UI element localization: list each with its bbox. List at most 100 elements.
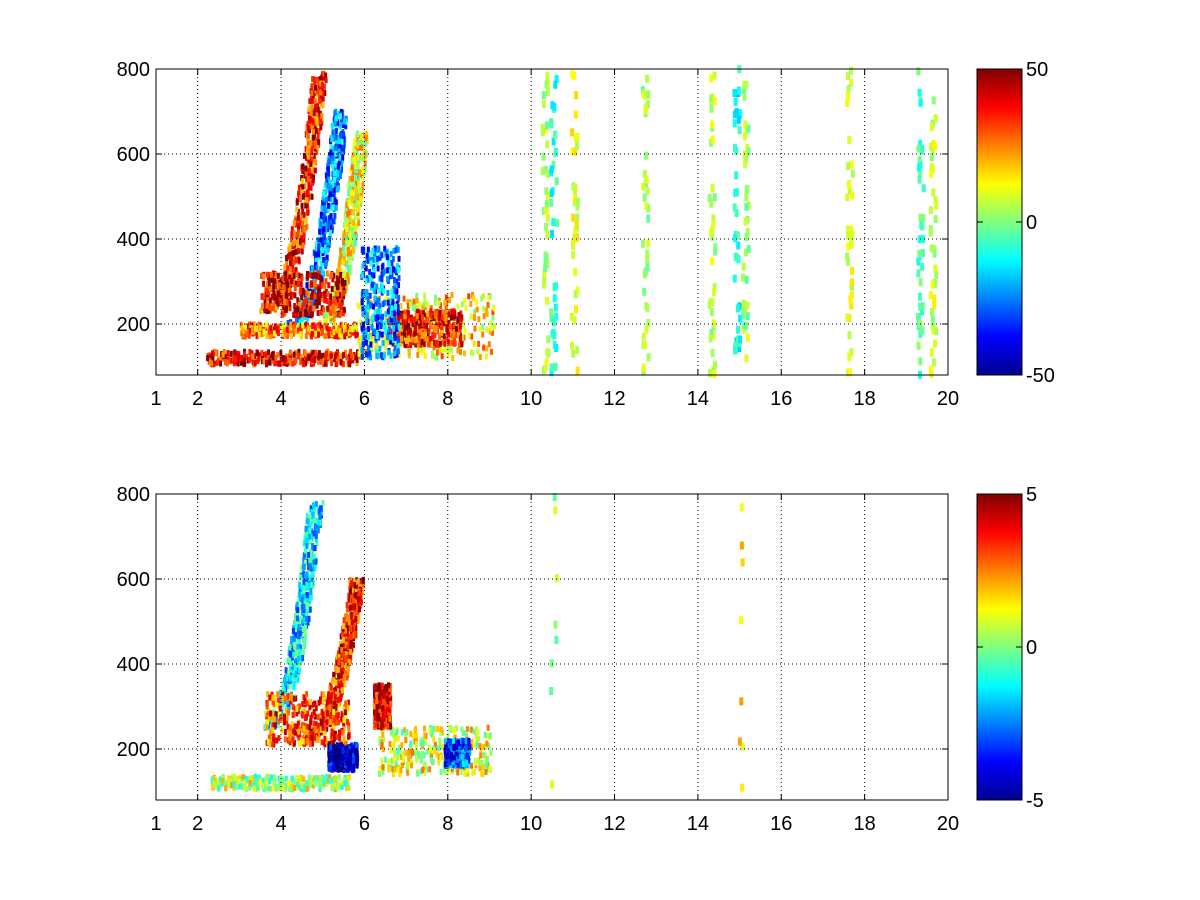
heatmap-cell [346, 244, 350, 251]
heatmap-cell [269, 741, 273, 748]
heatmap-cell [491, 314, 495, 321]
heatmap-cell [323, 707, 327, 714]
heatmap-cell [301, 220, 305, 227]
heatmap-cell [306, 291, 310, 298]
heatmap-cell [743, 306, 747, 315]
heatmap-cell [301, 721, 305, 728]
heatmap-cell [342, 674, 346, 681]
heatmap-cell [370, 277, 374, 284]
heatmap-cell [338, 331, 342, 338]
heatmap-cell [322, 729, 326, 736]
heatmap-cell [345, 229, 349, 236]
heatmap-cell [713, 247, 718, 256]
heatmap-cell [292, 739, 296, 746]
heatmap-cell [348, 361, 352, 368]
heatmap-cell [237, 778, 241, 785]
heatmap-cell [456, 317, 460, 324]
heatmap-cell [301, 626, 305, 633]
heatmap-cell [340, 682, 344, 689]
heatmap-cell [486, 302, 490, 308]
heatmap-cell [318, 253, 322, 260]
heatmap-cell [846, 231, 850, 240]
heatmap-cell [264, 777, 268, 784]
heatmap-cell [377, 330, 381, 337]
heatmap-cell [709, 104, 714, 113]
heatmap-cell [371, 257, 375, 264]
heatmap-cell [437, 300, 441, 307]
heatmap-cell [321, 102, 325, 109]
heatmap-cell [362, 261, 366, 268]
heatmap-cell [308, 98, 312, 105]
heatmap-cell [933, 215, 938, 224]
heatmap-cell [368, 292, 372, 299]
heatmap-cell [928, 365, 933, 374]
heatmap-cell [342, 351, 346, 358]
heatmap-cell [543, 364, 548, 373]
heatmap-cell [415, 297, 419, 304]
heatmap-cell [326, 247, 330, 254]
heatmap-cell [309, 520, 313, 527]
heatmap-cell [293, 292, 297, 299]
heatmap-cell [257, 352, 261, 359]
heatmap-cell [343, 213, 347, 220]
heatmap-cell [423, 292, 427, 299]
heatmap-cell [320, 269, 324, 275]
heatmap-cell [323, 283, 327, 290]
heatmap-cell [223, 780, 227, 787]
heatmap-cell [452, 329, 456, 335]
heatmap-cell [316, 251, 320, 258]
heatmap-cell [345, 333, 348, 339]
heatmap-cell [239, 355, 243, 362]
heatmap-cell [223, 359, 227, 366]
heatmap-cell [290, 236, 293, 243]
heatmap-cell [346, 254, 350, 261]
heatmap-cell [218, 776, 222, 783]
heatmap-cell [365, 318, 369, 325]
heatmap-cell [323, 311, 327, 318]
heatmap-cell [313, 124, 317, 131]
heatmap-cell [273, 326, 276, 333]
heatmap-cell [310, 83, 314, 90]
heatmap-cell [297, 655, 301, 662]
heatmap-cell [312, 128, 315, 135]
heatmap-cell [342, 239, 345, 246]
heatmap-cell [296, 352, 300, 359]
heatmap-cell [365, 289, 369, 295]
heatmap-cell [345, 219, 349, 226]
heatmap-cell [311, 169, 314, 176]
heatmap-cell [332, 709, 336, 716]
heatmap-cell [340, 783, 344, 790]
heatmap-cell [429, 312, 433, 319]
heatmap-cell [240, 355, 244, 362]
heatmap-cell [336, 268, 340, 275]
heatmap-cell [391, 255, 395, 262]
heatmap-cell [337, 654, 341, 661]
heatmap-cell [315, 116, 319, 123]
heatmap-cell [298, 630, 302, 637]
heatmap-cell [294, 328, 298, 335]
heatmap-cell [382, 288, 386, 295]
heatmap-cell [318, 238, 322, 245]
heatmap-cell [492, 305, 496, 312]
heatmap-cell [310, 356, 314, 363]
heatmap-cell [364, 135, 368, 142]
heatmap-cell [407, 302, 410, 309]
heatmap-cell [301, 183, 305, 190]
heatmap-cell [549, 314, 554, 322]
heatmap-cell [337, 701, 341, 708]
heatmap-cell [322, 226, 326, 233]
heatmap-cell [306, 133, 310, 140]
heatmap-cell [298, 644, 302, 651]
heatmap-cell [338, 258, 342, 265]
heatmap-cell [327, 353, 330, 360]
heatmap-cell [272, 733, 276, 740]
heatmap-cell [307, 582, 311, 589]
heatmap-cell [845, 313, 850, 322]
heatmap-cell [317, 699, 321, 706]
heatmap-cell [314, 127, 318, 134]
heatmap-cell [392, 285, 396, 292]
heatmap-cell [424, 331, 427, 338]
heatmap-cell [361, 176, 365, 182]
heatmap-cell [342, 663, 346, 670]
heatmap-cell [707, 193, 712, 202]
